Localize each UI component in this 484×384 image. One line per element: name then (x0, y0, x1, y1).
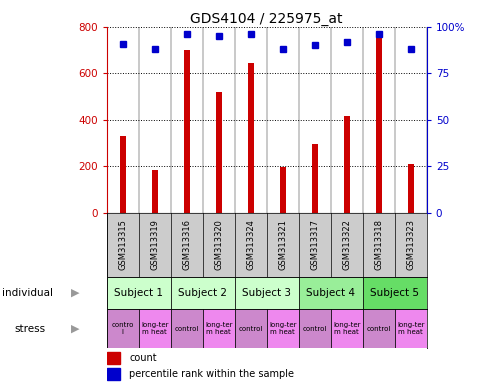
Title: GDS4104 / 225975_at: GDS4104 / 225975_at (190, 12, 342, 26)
Text: GSM313316: GSM313316 (182, 219, 191, 270)
FancyBboxPatch shape (298, 277, 362, 309)
Text: stress: stress (15, 324, 45, 334)
FancyBboxPatch shape (330, 309, 362, 348)
FancyBboxPatch shape (234, 309, 266, 348)
Bar (215, 92, 221, 213)
Text: GSM313321: GSM313321 (278, 219, 287, 270)
FancyBboxPatch shape (234, 277, 298, 309)
Bar (311, 144, 317, 213)
Bar (106, 368, 119, 381)
Bar (279, 167, 285, 213)
Bar (151, 170, 157, 213)
FancyBboxPatch shape (170, 309, 202, 348)
Text: long-ter
m heat: long-ter m heat (269, 322, 296, 335)
FancyBboxPatch shape (106, 309, 138, 348)
Bar (106, 352, 119, 364)
Text: Subject 5: Subject 5 (369, 288, 419, 298)
Bar (407, 164, 413, 213)
Text: long-ter
m heat: long-ter m heat (205, 322, 232, 335)
Text: Subject 1: Subject 1 (114, 288, 163, 298)
Text: ▶: ▶ (71, 324, 79, 334)
FancyBboxPatch shape (170, 277, 234, 309)
FancyBboxPatch shape (394, 309, 426, 348)
Bar (247, 63, 253, 213)
Text: GSM313324: GSM313324 (246, 219, 255, 270)
Text: control: control (366, 326, 390, 332)
FancyBboxPatch shape (202, 309, 234, 348)
Text: GSM313315: GSM313315 (118, 219, 127, 270)
Text: Subject 4: Subject 4 (305, 288, 355, 298)
FancyBboxPatch shape (138, 309, 170, 348)
Text: GSM313323: GSM313323 (406, 219, 414, 270)
FancyBboxPatch shape (362, 277, 426, 309)
Text: long-ter
m heat: long-ter m heat (333, 322, 360, 335)
Text: GSM313319: GSM313319 (150, 219, 159, 270)
Bar (343, 116, 349, 213)
Bar (183, 50, 189, 213)
Text: count: count (129, 353, 156, 363)
Text: control: control (302, 326, 326, 332)
FancyBboxPatch shape (298, 309, 330, 348)
FancyBboxPatch shape (362, 309, 394, 348)
Text: ▶: ▶ (71, 288, 79, 298)
FancyBboxPatch shape (266, 309, 298, 348)
Text: long-ter
m heat: long-ter m heat (141, 322, 168, 335)
FancyBboxPatch shape (106, 277, 170, 309)
Text: GSM313317: GSM313317 (310, 219, 318, 270)
Text: GSM313320: GSM313320 (214, 219, 223, 270)
Text: Subject 2: Subject 2 (178, 288, 227, 298)
Text: control: control (238, 326, 262, 332)
Bar (375, 36, 381, 213)
Text: contro
l: contro l (111, 322, 134, 335)
Text: individual: individual (2, 288, 53, 298)
Text: Subject 3: Subject 3 (242, 288, 291, 298)
Bar (120, 136, 125, 213)
Text: control: control (174, 326, 198, 332)
Text: GSM313322: GSM313322 (342, 219, 350, 270)
Text: GSM313318: GSM313318 (374, 219, 382, 270)
Text: percentile rank within the sample: percentile rank within the sample (129, 369, 293, 379)
Text: long-ter
m heat: long-ter m heat (396, 322, 424, 335)
